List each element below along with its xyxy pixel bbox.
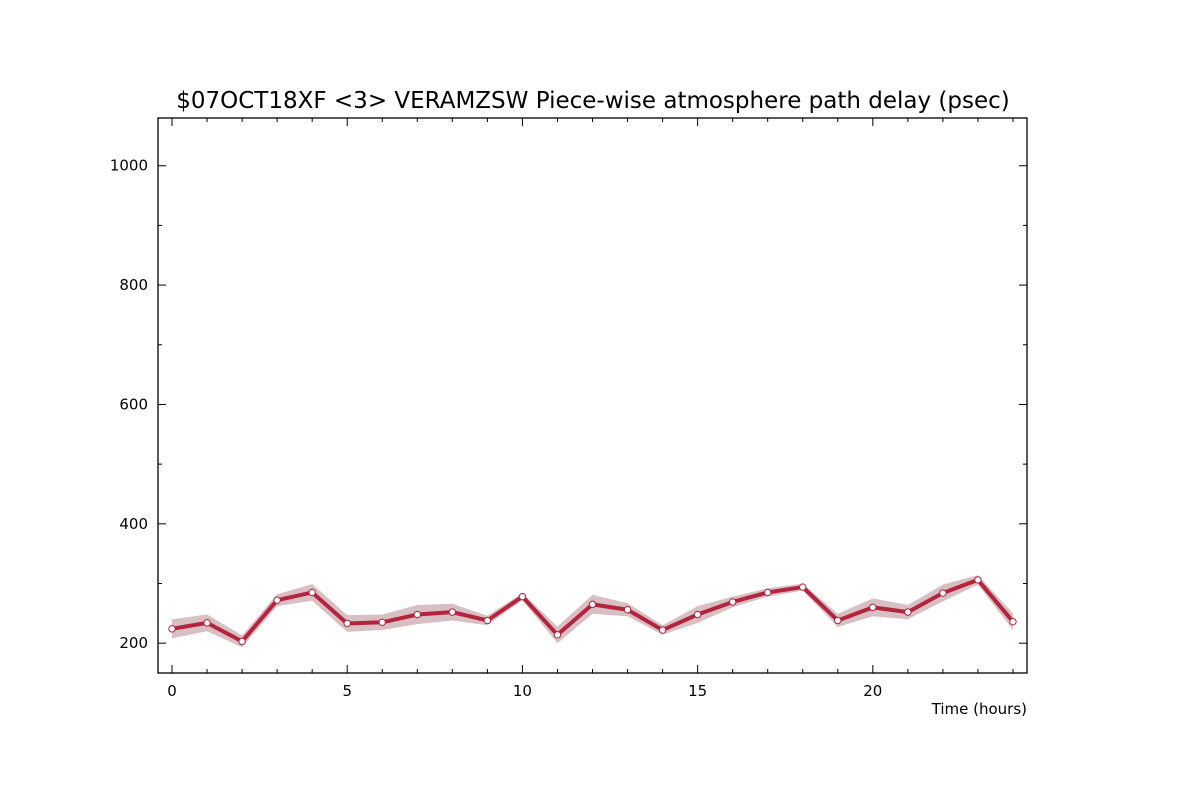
data-point (869, 603, 877, 612)
x-tick-label: 10 (513, 682, 532, 700)
x-tick-label: 5 (342, 682, 352, 700)
y-tick-label: 400 (119, 515, 148, 533)
data-point (553, 631, 562, 639)
data-point (308, 588, 316, 597)
y-tick-label: 200 (119, 634, 148, 652)
plot-area: 0 5 10 15 20 200 400 600 800 1000 (110, 117, 1028, 700)
x-tick-label: 20 (863, 682, 882, 700)
data-point (904, 608, 912, 616)
data-point (413, 610, 421, 619)
data-point (483, 616, 492, 625)
y-tick-label: 800 (119, 276, 148, 294)
data-point (518, 592, 527, 601)
y-tick-label: 600 (119, 395, 148, 413)
x-tick-label: 15 (688, 682, 707, 700)
data-point (273, 596, 281, 604)
data-point (203, 619, 211, 627)
data-point (168, 625, 176, 633)
data-point (623, 606, 632, 614)
x-tick-label: 0 (167, 682, 177, 700)
data-point (764, 588, 772, 597)
data-point (588, 600, 597, 609)
data-point (448, 608, 457, 616)
chart-title: $07OCT18XF <3> VERAMZSW Piece-wise atmos… (176, 88, 1010, 114)
data-point (658, 626, 667, 634)
x-axis-label: Time (hours) (931, 700, 1027, 718)
data-point (728, 598, 737, 606)
axes-frame (157, 117, 1028, 674)
data-point (974, 576, 982, 584)
data-point (834, 616, 842, 625)
y-tick-label: 1000 (110, 157, 148, 175)
data-point (343, 619, 351, 628)
data-point (799, 583, 807, 591)
data-point (378, 618, 386, 626)
data-point (693, 610, 702, 619)
data-point (1009, 617, 1017, 626)
data-point (939, 589, 947, 597)
data-point (238, 637, 246, 646)
error-band (172, 575, 1013, 648)
